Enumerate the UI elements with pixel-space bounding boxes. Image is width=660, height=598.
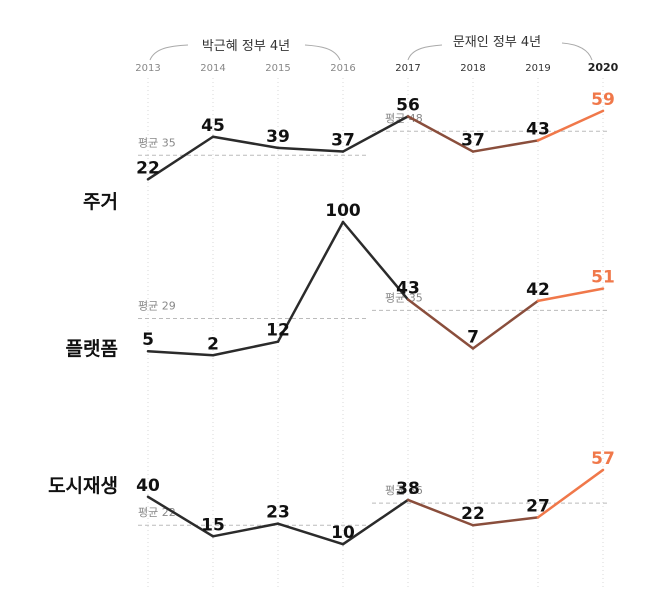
data-label: 37	[461, 131, 485, 151]
data-label: 22	[461, 504, 485, 524]
period-bracket-park	[149, 44, 189, 61]
line-segment	[146, 495, 215, 538]
period-label-moon: 문재인 정부 4년	[453, 35, 541, 50]
year-axis: 2013 2014 2015 2016 2017 2018 2019 2020	[135, 61, 618, 74]
data-label: 7	[467, 327, 479, 347]
series-name: 플랫폼	[66, 338, 118, 360]
line-segment	[471, 139, 540, 153]
series-name: 도시재생	[48, 475, 118, 497]
year-label-2017: 2017	[395, 63, 420, 74]
data-label: 15	[201, 515, 225, 535]
line-segment	[276, 522, 345, 546]
average-label: 평균 35	[385, 291, 423, 304]
line-segment	[146, 135, 215, 181]
data-label: 22	[136, 158, 160, 178]
line-segment	[276, 146, 345, 153]
data-label: 12	[266, 321, 290, 341]
data-label: 59	[591, 90, 615, 110]
data-label: 45	[201, 116, 225, 136]
year-label-2016: 2016	[330, 63, 355, 74]
average-label: 평균 29	[138, 300, 176, 313]
year-label-2020: 2020	[588, 61, 619, 74]
average-label: 평균 22	[138, 506, 176, 519]
year-label-2013: 2013	[135, 63, 160, 74]
year-label-2019: 2019	[525, 63, 550, 74]
data-label: 27	[526, 496, 550, 516]
data-label: 57	[591, 449, 615, 469]
period-bracket-park-right	[304, 44, 341, 61]
line-segment	[211, 522, 280, 538]
line-segment	[146, 349, 215, 357]
chart-header: 박근혜 정부 4년 문재인 정부 4년 2013 2014 2015 2016 2017…	[135, 35, 618, 74]
line-segment	[341, 220, 410, 301]
period-bracket-moon	[407, 44, 443, 61]
year-label-2015: 2015	[265, 63, 290, 74]
period-label-park: 박근혜 정부 4년	[202, 39, 290, 54]
line-segment	[536, 468, 605, 519]
period-bracket-moon-right	[561, 42, 593, 61]
data-label: 39	[266, 127, 290, 147]
average-label: 평균 36	[385, 484, 423, 497]
year-label-2018: 2018	[460, 63, 485, 74]
data-label: 23	[266, 503, 290, 523]
data-label: 40	[136, 476, 160, 496]
data-label: 2	[207, 334, 219, 354]
line-segment	[211, 340, 280, 357]
line-segment	[341, 115, 410, 153]
data-label: 100	[325, 201, 361, 221]
line-segment	[471, 299, 540, 350]
data-label: 5	[142, 330, 154, 350]
line-segment	[341, 498, 410, 546]
line-segment	[211, 135, 280, 150]
data-label: 38	[396, 479, 420, 499]
data-label: 10	[331, 523, 355, 543]
line-segment	[536, 287, 605, 303]
series-1: 플랫폼 평균 29 평균 35 5 2 12 100 43 7 42 51	[66, 201, 615, 360]
line-segment	[471, 516, 540, 527]
year-gridlines	[147, 78, 604, 590]
line-segment	[536, 109, 605, 142]
year-label-2014: 2014	[200, 63, 225, 74]
series-name: 주거	[83, 191, 118, 213]
line-segment	[406, 298, 475, 350]
line-segment	[406, 498, 475, 527]
line-segment	[406, 115, 475, 153]
average-label: 평균 35	[138, 136, 176, 149]
data-label: 56	[396, 95, 420, 115]
data-label: 43	[396, 279, 420, 299]
line-segment	[276, 220, 345, 343]
data-label: 51	[591, 268, 615, 288]
data-label: 37	[331, 131, 355, 151]
data-label: 43	[526, 119, 550, 139]
data-label: 42	[526, 280, 550, 300]
